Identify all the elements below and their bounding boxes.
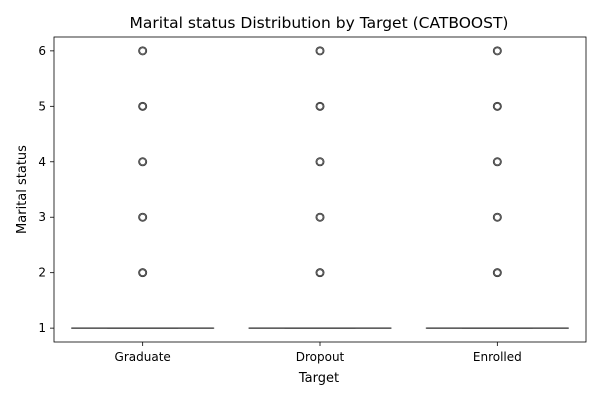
outlier-point-overlap bbox=[494, 48, 500, 54]
x-axis-ticks: Graduate Dropout Enrolled bbox=[115, 342, 522, 364]
y-tick-label: 2 bbox=[38, 266, 46, 280]
outlier-point-overlap bbox=[494, 214, 500, 220]
y-tick-label: 4 bbox=[38, 155, 46, 169]
x-tick-label: Enrolled bbox=[473, 350, 522, 364]
outlier-point-overlap bbox=[494, 103, 500, 109]
outlier-point-overlap bbox=[140, 159, 146, 165]
marks-layer bbox=[72, 47, 569, 328]
outlier-point-overlap bbox=[140, 214, 146, 220]
outlier-point-overlap bbox=[140, 48, 146, 54]
x-tick-label: Graduate bbox=[115, 350, 171, 364]
y-axis-label: Marital status bbox=[15, 145, 30, 234]
y-tick-label: 5 bbox=[38, 99, 46, 113]
outlier-point-overlap bbox=[140, 270, 146, 276]
y-tick-label: 3 bbox=[38, 210, 46, 224]
outlier-point-overlap bbox=[317, 214, 323, 220]
y-axis-ticks: 1 2 3 4 5 6 bbox=[38, 44, 54, 335]
outlier-point-overlap bbox=[140, 103, 146, 109]
y-tick-label: 6 bbox=[38, 44, 46, 58]
box-group-dropout bbox=[249, 47, 391, 328]
box-group-enrolled bbox=[426, 47, 568, 328]
outlier-point-overlap bbox=[494, 270, 500, 276]
outlier-point-overlap bbox=[317, 103, 323, 109]
plot-area-frame bbox=[54, 37, 586, 342]
box-group-graduate bbox=[72, 47, 214, 328]
outlier-point-overlap bbox=[317, 48, 323, 54]
x-tick-label: Dropout bbox=[296, 350, 345, 364]
outlier-point-overlap bbox=[317, 270, 323, 276]
outlier-point-overlap bbox=[317, 159, 323, 165]
outlier-point-overlap bbox=[494, 159, 500, 165]
x-axis-label: Target bbox=[298, 371, 339, 386]
chart-title: Marital status Distribution by Target (C… bbox=[130, 14, 509, 32]
y-tick-label: 1 bbox=[38, 321, 46, 335]
